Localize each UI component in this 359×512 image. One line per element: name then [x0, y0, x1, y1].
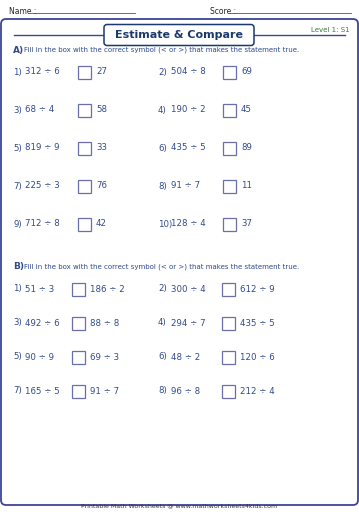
Bar — [222, 351, 234, 364]
Text: 27: 27 — [96, 68, 107, 76]
Text: 3): 3) — [13, 318, 22, 328]
Bar — [222, 316, 234, 330]
Text: 819 ÷ 9: 819 ÷ 9 — [25, 143, 60, 153]
Text: 300 ÷ 4: 300 ÷ 4 — [171, 285, 206, 293]
Bar — [71, 351, 84, 364]
Bar — [71, 385, 84, 397]
Text: 8): 8) — [158, 181, 167, 190]
Text: A): A) — [13, 46, 24, 54]
FancyBboxPatch shape — [1, 19, 358, 505]
Text: 89: 89 — [241, 143, 252, 153]
Text: 6): 6) — [158, 352, 167, 361]
Text: 96 ÷ 8: 96 ÷ 8 — [171, 387, 200, 395]
Text: 58: 58 — [96, 105, 107, 115]
Text: 90 ÷ 9: 90 ÷ 9 — [25, 352, 54, 361]
Text: 120 ÷ 6: 120 ÷ 6 — [240, 352, 275, 361]
Bar — [223, 180, 236, 193]
Text: 69 ÷ 3: 69 ÷ 3 — [90, 352, 119, 361]
Text: 68 ÷ 4: 68 ÷ 4 — [25, 105, 54, 115]
FancyBboxPatch shape — [104, 25, 254, 46]
Bar — [223, 66, 236, 78]
Bar — [222, 385, 234, 397]
Text: 7): 7) — [13, 387, 22, 395]
Text: 504 ÷ 8: 504 ÷ 8 — [171, 68, 206, 76]
Bar — [71, 283, 84, 295]
Text: 6): 6) — [158, 143, 167, 153]
Bar — [78, 103, 90, 117]
Text: 435 ÷ 5: 435 ÷ 5 — [171, 143, 206, 153]
Text: 69: 69 — [241, 68, 252, 76]
Bar — [78, 180, 90, 193]
Text: 5): 5) — [13, 143, 22, 153]
Text: 212 ÷ 4: 212 ÷ 4 — [240, 387, 275, 395]
Text: 42: 42 — [96, 220, 107, 228]
Text: 48 ÷ 2: 48 ÷ 2 — [171, 352, 200, 361]
Text: 612 ÷ 9: 612 ÷ 9 — [240, 285, 275, 293]
Text: 11: 11 — [241, 181, 252, 190]
Text: Printable Math Worksheets @ www.mathworksheets4kids.com: Printable Math Worksheets @ www.mathwork… — [81, 503, 277, 508]
Text: 435 ÷ 5: 435 ÷ 5 — [240, 318, 275, 328]
Text: 51 ÷ 3: 51 ÷ 3 — [25, 285, 54, 293]
Text: 5): 5) — [13, 352, 22, 361]
Text: Estimate & Compare: Estimate & Compare — [115, 30, 243, 40]
Text: 76: 76 — [96, 181, 107, 190]
Text: 7): 7) — [13, 181, 22, 190]
Text: 128 ÷ 4: 128 ÷ 4 — [171, 220, 206, 228]
Text: 1): 1) — [13, 285, 22, 293]
Text: 37: 37 — [241, 220, 252, 228]
Text: 190 ÷ 2: 190 ÷ 2 — [171, 105, 206, 115]
Text: Fill in the box with the correct symbol (< or >) that makes the statement true.: Fill in the box with the correct symbol … — [24, 47, 299, 53]
Text: 186 ÷ 2: 186 ÷ 2 — [90, 285, 125, 293]
Text: 294 ÷ 7: 294 ÷ 7 — [171, 318, 206, 328]
Text: 91 ÷ 7: 91 ÷ 7 — [90, 387, 119, 395]
Text: 1): 1) — [13, 68, 22, 76]
Text: 88 ÷ 8: 88 ÷ 8 — [90, 318, 119, 328]
Bar — [78, 141, 90, 155]
Text: 33: 33 — [96, 143, 107, 153]
Text: 312 ÷ 6: 312 ÷ 6 — [25, 68, 60, 76]
Text: 91 ÷ 7: 91 ÷ 7 — [171, 181, 200, 190]
Text: 165 ÷ 5: 165 ÷ 5 — [25, 387, 60, 395]
Bar — [78, 66, 90, 78]
Bar — [78, 218, 90, 230]
Text: 4): 4) — [158, 318, 167, 328]
Text: 492 ÷ 6: 492 ÷ 6 — [25, 318, 60, 328]
Text: 10): 10) — [158, 220, 172, 228]
Text: 2): 2) — [158, 68, 167, 76]
Text: 3): 3) — [13, 105, 22, 115]
Text: Name :: Name : — [9, 8, 36, 16]
Text: 9): 9) — [13, 220, 22, 228]
Text: 2): 2) — [158, 285, 167, 293]
Bar — [223, 218, 236, 230]
Text: 45: 45 — [241, 105, 252, 115]
Bar — [222, 283, 234, 295]
Bar — [223, 103, 236, 117]
Text: 712 ÷ 8: 712 ÷ 8 — [25, 220, 60, 228]
Text: 4): 4) — [158, 105, 167, 115]
Text: B): B) — [13, 263, 24, 271]
Bar — [71, 316, 84, 330]
Bar — [223, 141, 236, 155]
Text: 225 ÷ 3: 225 ÷ 3 — [25, 181, 60, 190]
Text: Level 1: S1: Level 1: S1 — [311, 27, 350, 33]
Text: Score :: Score : — [210, 8, 236, 16]
Text: Fill in the box with the correct symbol (< or >) that makes the statement true.: Fill in the box with the correct symbol … — [24, 264, 299, 270]
Text: 8): 8) — [158, 387, 167, 395]
